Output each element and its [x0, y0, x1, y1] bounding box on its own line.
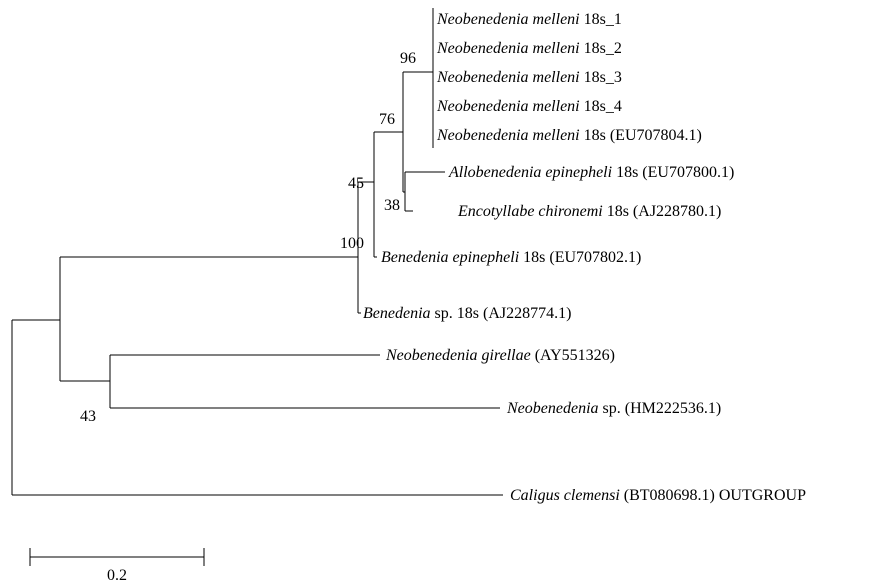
leaf-label: Allobenedenia epinepheli 18s (EU707800.1… [448, 164, 734, 181]
accession: 18s_3 [580, 69, 622, 86]
accession: (AY551326) [531, 347, 615, 364]
leaf-label: Encotyllabe chironemi 18s (AJ228780.1) [457, 203, 721, 220]
taxon-name: Encotyllabe chironemi [457, 203, 603, 220]
taxon-name: Neobenedenia melleni [436, 127, 580, 144]
taxon-name: Neobenedenia melleni [436, 69, 580, 86]
bootstrap-value: 76 [379, 111, 395, 128]
accession: (BT080698.1) OUTGROUP [620, 487, 806, 504]
leaf-label: Benedenia sp. 18s (AJ228774.1) [363, 305, 571, 322]
leaf-label: Neobenedenia melleni 18s_4 [436, 98, 622, 115]
taxon-name: Neobenedenia melleni [436, 40, 580, 57]
taxon-name: Neobenedenia melleni [436, 11, 580, 28]
taxon-name: Allobenedenia epinepheli [448, 164, 612, 181]
bootstrap-value: 96 [400, 50, 416, 67]
taxon-name: Benedenia [363, 305, 431, 322]
leaf-label: Neobenedenia melleni 18s_3 [436, 69, 622, 86]
accession: sp. (HM222536.1) [599, 400, 722, 417]
taxon-name: Neobenedenia melleni [436, 98, 580, 115]
leaf-label: Neobenedenia melleni 18s (EU707804.1) [436, 127, 702, 144]
leaf-label: Neobenedenia girellae (AY551326) [385, 347, 615, 364]
accession: 18s_1 [580, 11, 622, 28]
taxon-name: Caligus clemensi [510, 487, 620, 504]
leaf-label: Neobenedenia melleni 18s_1 [436, 11, 622, 28]
taxon-name: Neobenedenia girellae [385, 347, 531, 364]
accession: sp. 18s (AJ228774.1) [431, 305, 572, 322]
accession: 18s_4 [580, 98, 622, 115]
taxon-name: Benedenia epinepheli [381, 249, 519, 266]
leaf-label: Caligus clemensi (BT080698.1) OUTGROUP [510, 487, 806, 504]
leaf-label: Benedenia epinepheli 18s (EU707802.1) [381, 249, 641, 266]
bootstrap-value: 45 [348, 175, 364, 192]
bootstrap-value: 100 [340, 235, 364, 252]
branches [11, 8, 503, 496]
scale-bar: 0.2 [29, 548, 205, 583]
accession: 18s (EU707802.1) [519, 249, 641, 266]
leaf-label: Neobenedenia sp. (HM222536.1) [506, 400, 721, 417]
leaf-label: Neobenedenia melleni 18s_2 [436, 40, 622, 57]
bootstrap-value: 43 [80, 408, 96, 425]
accession: 18s_2 [580, 40, 622, 57]
accession: 18s (AJ228780.1) [603, 203, 722, 220]
taxon-name: Neobenedenia [506, 400, 599, 417]
bootstrap-value: 38 [384, 197, 400, 214]
accession: 18s (EU707804.1) [580, 127, 702, 144]
scale-label: 0.2 [107, 567, 127, 583]
accession: 18s (EU707800.1) [612, 164, 734, 181]
